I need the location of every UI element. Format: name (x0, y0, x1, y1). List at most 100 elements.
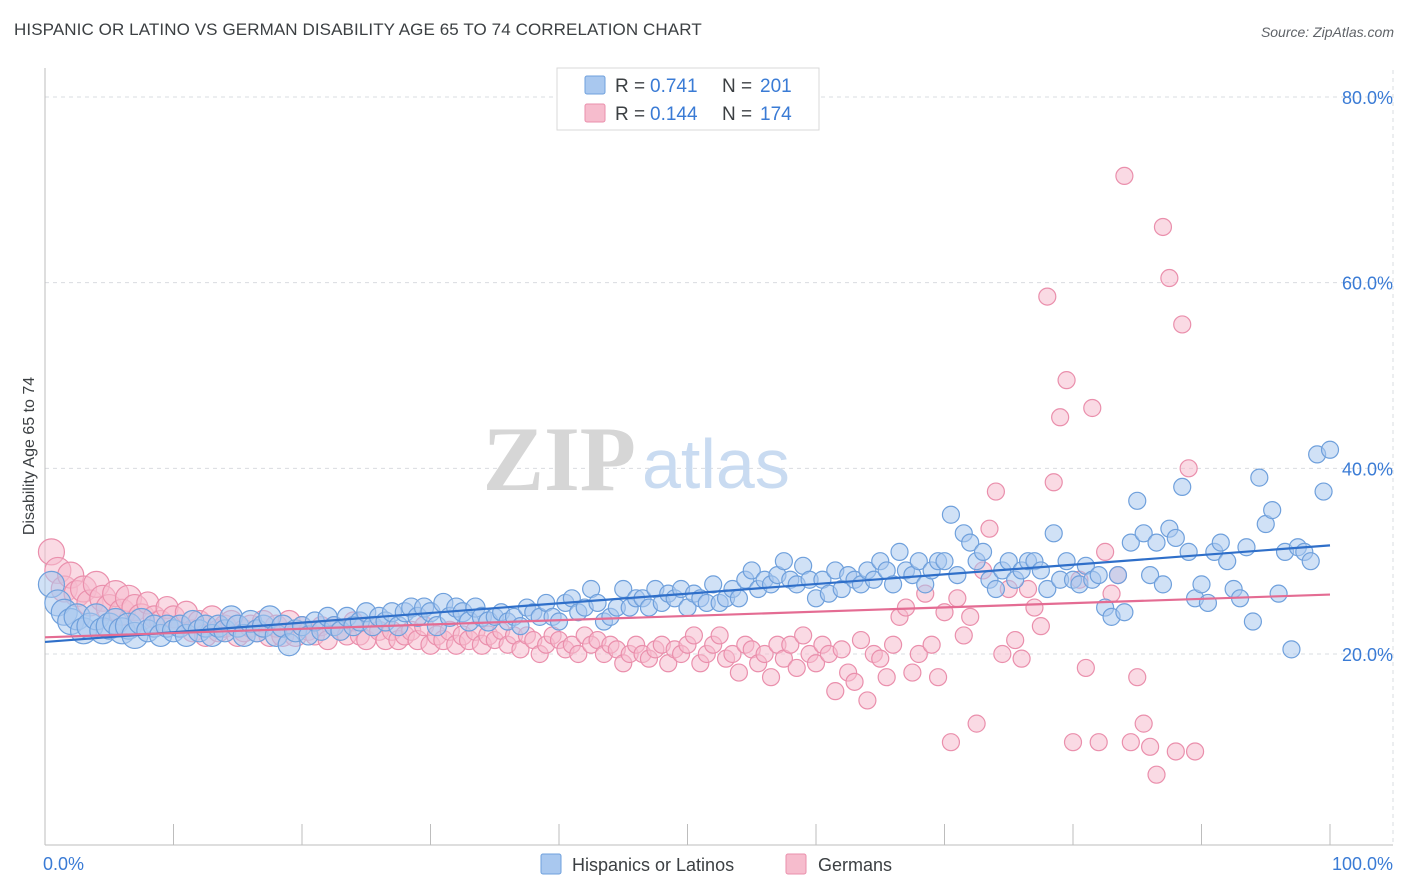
stats-legend-r-label-2: R = (615, 104, 645, 125)
point-germans (755, 644, 774, 664)
point-germans (948, 589, 967, 608)
stats-legend-blue-swatch (584, 75, 606, 95)
point-germans (909, 644, 928, 664)
stats-legend-n-label-2: N = (722, 104, 752, 125)
chart-source: Source: ZipAtlas.com (1260, 24, 1394, 40)
point-hispanics (883, 575, 903, 594)
point-hispanics (1179, 542, 1198, 561)
point-germans (761, 668, 781, 687)
stats-legend-r-value-2: 0.144 (650, 104, 698, 125)
y-tick-label: 80.0% (1342, 88, 1393, 108)
stats-legend-pink-swatch (584, 103, 606, 123)
point-germans (967, 714, 986, 733)
watermark-zip: ZIP (483, 408, 636, 510)
point-hispanics (986, 579, 1006, 599)
point-hispanics (729, 589, 749, 608)
point-germans (1012, 649, 1031, 668)
point-germans (903, 663, 922, 682)
y-tick-label: 40.0% (1342, 459, 1393, 479)
point-germans (832, 640, 851, 659)
point-germans (1179, 459, 1198, 478)
y-tick-label: 20.0% (1342, 645, 1393, 665)
point-germans (877, 668, 896, 687)
watermark: ZIP atlas (483, 408, 790, 510)
point-germans (1025, 598, 1044, 617)
point-germans (1185, 742, 1205, 761)
point-germans (1096, 542, 1115, 561)
point-hispanics (742, 561, 761, 580)
stats-legend-r-label-1: R = (615, 76, 645, 97)
tick-labels: 20.0% 40.0% 60.0% 80.0% 0.0% 100.0% (43, 88, 1393, 874)
point-germans (954, 626, 973, 645)
x-tick-label: 100.0% (1332, 854, 1393, 874)
trend-lines (44, 544, 1331, 644)
point-germans (787, 658, 806, 678)
point-germans (1153, 217, 1173, 237)
trend-line-germans (44, 593, 1331, 639)
point-germans (1115, 166, 1134, 186)
point-germans (1089, 733, 1108, 752)
point-hispanics (1192, 575, 1211, 594)
point-germans (1128, 668, 1147, 687)
y-tick-label: 60.0% (1342, 274, 1393, 294)
stats-legend-n-value-1: 201 (760, 76, 792, 97)
stats-legend-n-label-1: N = (722, 76, 752, 97)
point-germans (851, 630, 871, 650)
point-hispanics (1243, 612, 1263, 631)
point-germans (1031, 617, 1050, 636)
point-germans (961, 607, 980, 626)
point-hispanics (1320, 440, 1340, 459)
point-hispanics (1282, 640, 1301, 659)
point-hispanics (1128, 491, 1147, 510)
point-hispanics (909, 552, 928, 571)
point-hispanics (1147, 533, 1166, 552)
point-germans (1044, 473, 1063, 492)
point-hispanics (941, 505, 961, 524)
legend-hispanics-label: Hispanics or Latinos (572, 855, 734, 875)
point-germans (1063, 733, 1083, 752)
point-hispanics (890, 542, 909, 561)
point-hispanics (1263, 501, 1282, 520)
point-hispanics (1108, 565, 1128, 585)
stats-legend-n-value-2: 174 (760, 104, 792, 125)
point-hispanics (1121, 533, 1140, 552)
point-hispanics (704, 575, 723, 594)
x-tick-label: 0.0% (43, 854, 84, 874)
point-hispanics (1198, 593, 1218, 613)
point-hispanics (973, 542, 993, 561)
point-hispanics (948, 565, 967, 585)
point-germans (569, 644, 588, 664)
point-germans (710, 626, 729, 645)
point-germans (986, 482, 1006, 501)
point-hispanics (1038, 579, 1057, 599)
point-germans (941, 733, 961, 752)
y-axis-label: Disability Age 65 to 74 (21, 377, 38, 535)
point-germans (1038, 287, 1057, 306)
point-hispanics (1269, 584, 1288, 603)
point-germans (845, 672, 864, 691)
point-germans (1057, 371, 1076, 390)
point-germans (871, 649, 890, 668)
point-germans (980, 519, 999, 538)
trend-line-hispanics (44, 544, 1331, 644)
point-hispanics (774, 552, 793, 571)
point-germans (1051, 408, 1070, 427)
point-hispanics (1057, 552, 1076, 571)
point-hispanics (1134, 524, 1153, 543)
series-legend: Hispanics or Latinos Germans (540, 853, 892, 875)
point-germans (1006, 630, 1025, 650)
point-hispanics (1218, 552, 1237, 571)
point-germans (1147, 765, 1166, 784)
point-germans (1076, 658, 1095, 678)
point-hispanics (1173, 477, 1192, 496)
point-hispanics (1153, 575, 1173, 594)
point-hispanics (1250, 468, 1269, 487)
watermark-atlas: atlas (642, 425, 790, 503)
point-hispanics (1301, 552, 1320, 571)
point-germans (993, 644, 1012, 664)
point-germans (1018, 579, 1038, 599)
point-hispanics (1044, 524, 1063, 543)
point-germans (1140, 737, 1160, 756)
legend-hispanics-swatch (540, 853, 562, 875)
